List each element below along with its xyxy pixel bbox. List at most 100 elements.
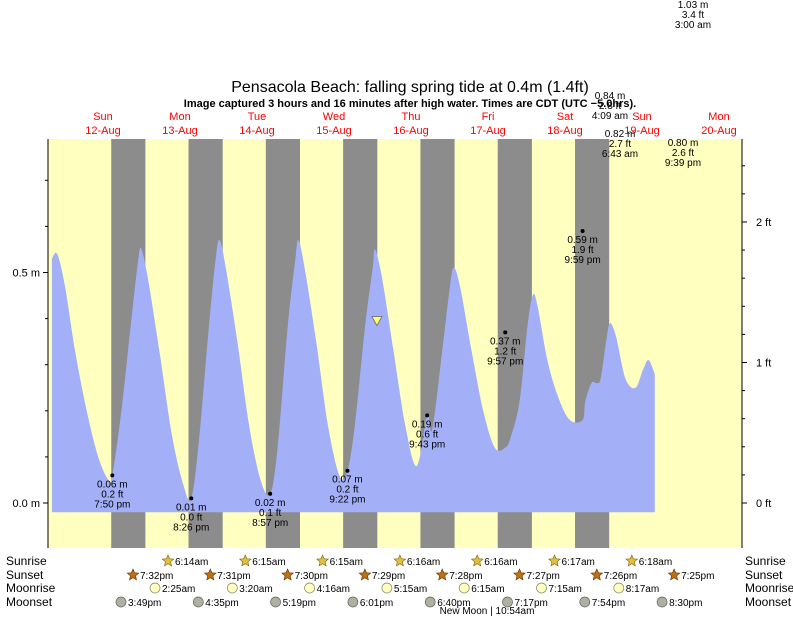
- extreme-height-ft: 0.6 ft: [416, 429, 438, 440]
- event-time: 7:25pm: [681, 571, 714, 582]
- event-time: 6:15am: [471, 584, 504, 595]
- chart-subtitle: Image captured 3 hours and 16 minutes af…: [184, 98, 636, 110]
- day-name: Sun: [632, 111, 652, 123]
- extreme-height-m: 0.19 m: [412, 419, 443, 430]
- right-tick-label: 1 ft: [756, 357, 771, 369]
- extreme-height-m: 0.59 m: [567, 235, 598, 246]
- event-time: 7:54pm: [592, 598, 625, 609]
- event-time: 7:31pm: [217, 571, 250, 582]
- event-time: 7:30pm: [295, 571, 328, 582]
- event-time: 6:17am: [562, 557, 595, 568]
- row-label-right: Sunset: [745, 568, 783, 582]
- moon-icon: [579, 596, 591, 608]
- moon-icon: [424, 596, 436, 608]
- event-time: 2:25am: [162, 584, 195, 595]
- extreme-height-m: 1.03 m: [678, 0, 709, 11]
- extreme-time: 4:09 am: [592, 111, 628, 122]
- extreme-height-ft: 1.9 ft: [571, 245, 593, 256]
- extreme-height-m: 0.01 m: [176, 502, 207, 513]
- extreme-time: 8:57 pm: [252, 518, 288, 529]
- sun-icon: [625, 554, 639, 567]
- extreme-height-m: 0.06 m: [97, 479, 128, 490]
- extreme-time: 9:57 pm: [487, 356, 523, 367]
- extreme-height-ft: 2.7 ft: [609, 139, 631, 150]
- event-time: 8:30pm: [669, 598, 702, 609]
- extreme-height-m: 0.02 m: [255, 498, 286, 509]
- extreme-dot: [425, 413, 430, 418]
- extreme-time: 9:22 pm: [329, 495, 365, 506]
- day-name: Sat: [557, 111, 574, 123]
- sun-moon-table: Sunrise Sunrise 6:14am 6:15am 6:15am 6:16am 6:…: [6, 554, 793, 609]
- moon-icon: [270, 596, 281, 608]
- moon-icon: [536, 582, 547, 594]
- sun-icon: [358, 568, 372, 581]
- row-label-right: Sunrise: [745, 554, 786, 568]
- tide-curve: [51, 239, 655, 513]
- sun-icon: [470, 554, 484, 567]
- sun-icon: [203, 568, 217, 581]
- row-label-right: Moonrise: [745, 581, 793, 595]
- moon-icon: [304, 582, 315, 594]
- day-date: 20-Aug: [701, 125, 736, 137]
- sun-icon: [435, 568, 449, 581]
- extreme-time: 9:43 pm: [409, 439, 445, 450]
- sun-icon: [513, 568, 526, 581]
- axes: 0.0 m 0.5 m 0 ft 1 ft 2 ft: [12, 139, 771, 548]
- day-date: 19-Aug: [624, 125, 659, 137]
- event-time: 5:19pm: [283, 598, 316, 609]
- event-time: 7:32pm: [140, 571, 173, 582]
- moon-icon: [149, 582, 161, 594]
- extreme-time: 7:50 pm: [94, 499, 130, 510]
- extreme-time: 3:00 am: [675, 20, 711, 31]
- extreme-height-m: 0.37 m: [490, 336, 521, 347]
- event-time: 8:17am: [626, 584, 659, 595]
- event-time: 7:29pm: [372, 571, 405, 582]
- event-time: 6:15am: [330, 557, 363, 568]
- sun-icon: [281, 568, 295, 581]
- extreme-dot: [580, 229, 585, 234]
- day-date: 18-Aug: [547, 125, 582, 137]
- moon-icon: [347, 596, 359, 608]
- row-label-left: Moonrise: [6, 581, 56, 595]
- day-name: Fri: [482, 111, 495, 123]
- sun-icon: [590, 568, 604, 581]
- extreme-dot: [503, 330, 508, 335]
- extreme-dot: [345, 468, 350, 473]
- row-label-left: Sunset: [6, 568, 44, 582]
- extreme-height-ft: 2.6 ft: [672, 148, 694, 159]
- day-labels: Sun 12-Aug Mon 13-Aug Tue 14-Aug Wed 15-Aug Thu 1…: [85, 111, 736, 137]
- extreme-height-ft: 1.2 ft: [494, 346, 516, 357]
- extreme-dot: [110, 473, 115, 478]
- sun-icon: [393, 554, 407, 567]
- extreme-height-ft: 0.2 ft: [336, 485, 358, 496]
- event-time: 7:26pm: [604, 571, 637, 582]
- left-tick-label: 0.0 m: [12, 498, 40, 510]
- event-time: 6:18am: [639, 557, 672, 568]
- extreme-height-m: 0.07 m: [332, 475, 363, 486]
- moon-icon: [613, 582, 625, 594]
- event-time: 3:49pm: [128, 598, 161, 609]
- day-name: Thu: [402, 111, 421, 123]
- extreme-height-ft: 3.4 ft: [682, 10, 704, 21]
- right-tick-label: 2 ft: [756, 217, 771, 229]
- day-name: Mon: [708, 111, 729, 123]
- moon-icon: [226, 582, 238, 594]
- event-time: 7:27pm: [527, 571, 560, 582]
- day-name: Sun: [93, 111, 113, 123]
- tide-area: [51, 239, 655, 513]
- day-name: Mon: [169, 111, 190, 123]
- sun-icon: [238, 554, 252, 567]
- day-date: 16-Aug: [393, 125, 428, 137]
- event-time: 7:15am: [549, 584, 582, 595]
- extreme-height-m: 0.80 m: [668, 138, 699, 149]
- extreme-height-ft: 2.8 ft: [599, 101, 621, 112]
- moon-icon: [502, 596, 513, 608]
- event-time: 5:15am: [394, 584, 427, 595]
- extreme-dot: [189, 496, 194, 501]
- day-date: 14-Aug: [239, 125, 274, 137]
- extreme-height-ft: 0.0 ft: [180, 512, 202, 523]
- day-date: 17-Aug: [470, 125, 505, 137]
- day-date: 12-Aug: [85, 125, 120, 137]
- extreme-time: 6:43 am: [602, 149, 638, 160]
